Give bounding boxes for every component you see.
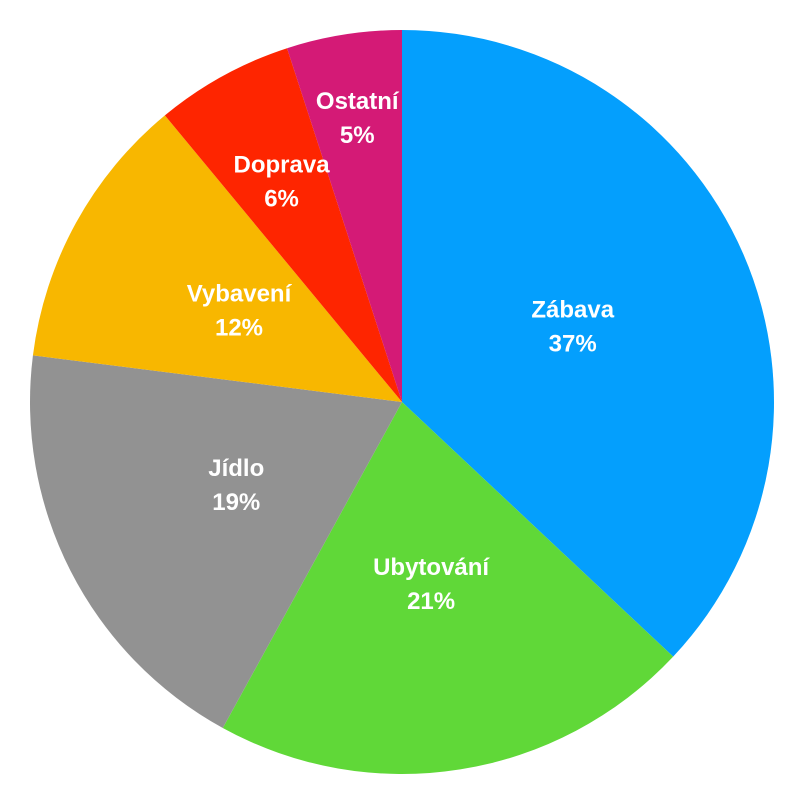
pie-slice	[32, 115, 403, 402]
pie-slice	[402, 30, 774, 657]
slice-value-label: 21%	[407, 588, 455, 615]
slice-value-label: 12%	[215, 315, 263, 342]
pie-slice	[222, 402, 674, 774]
slice-label: Doprava	[234, 151, 331, 178]
slice-value-label: 19%	[212, 489, 260, 516]
slice-label: Zábava	[531, 296, 614, 323]
slice-value-label: 37%	[549, 330, 597, 357]
slice-label: Vybavení	[187, 281, 293, 308]
slice-value-label: 6%	[264, 185, 299, 212]
pie-slice	[29, 355, 403, 728]
slice-label: Jídlo	[208, 455, 264, 482]
slice-label: Ostatní	[316, 88, 400, 115]
pie-slice	[287, 30, 402, 402]
pie-slice	[164, 48, 402, 403]
slice-value-label: 5%	[340, 122, 375, 149]
slice-label: Ubytování	[373, 554, 490, 581]
